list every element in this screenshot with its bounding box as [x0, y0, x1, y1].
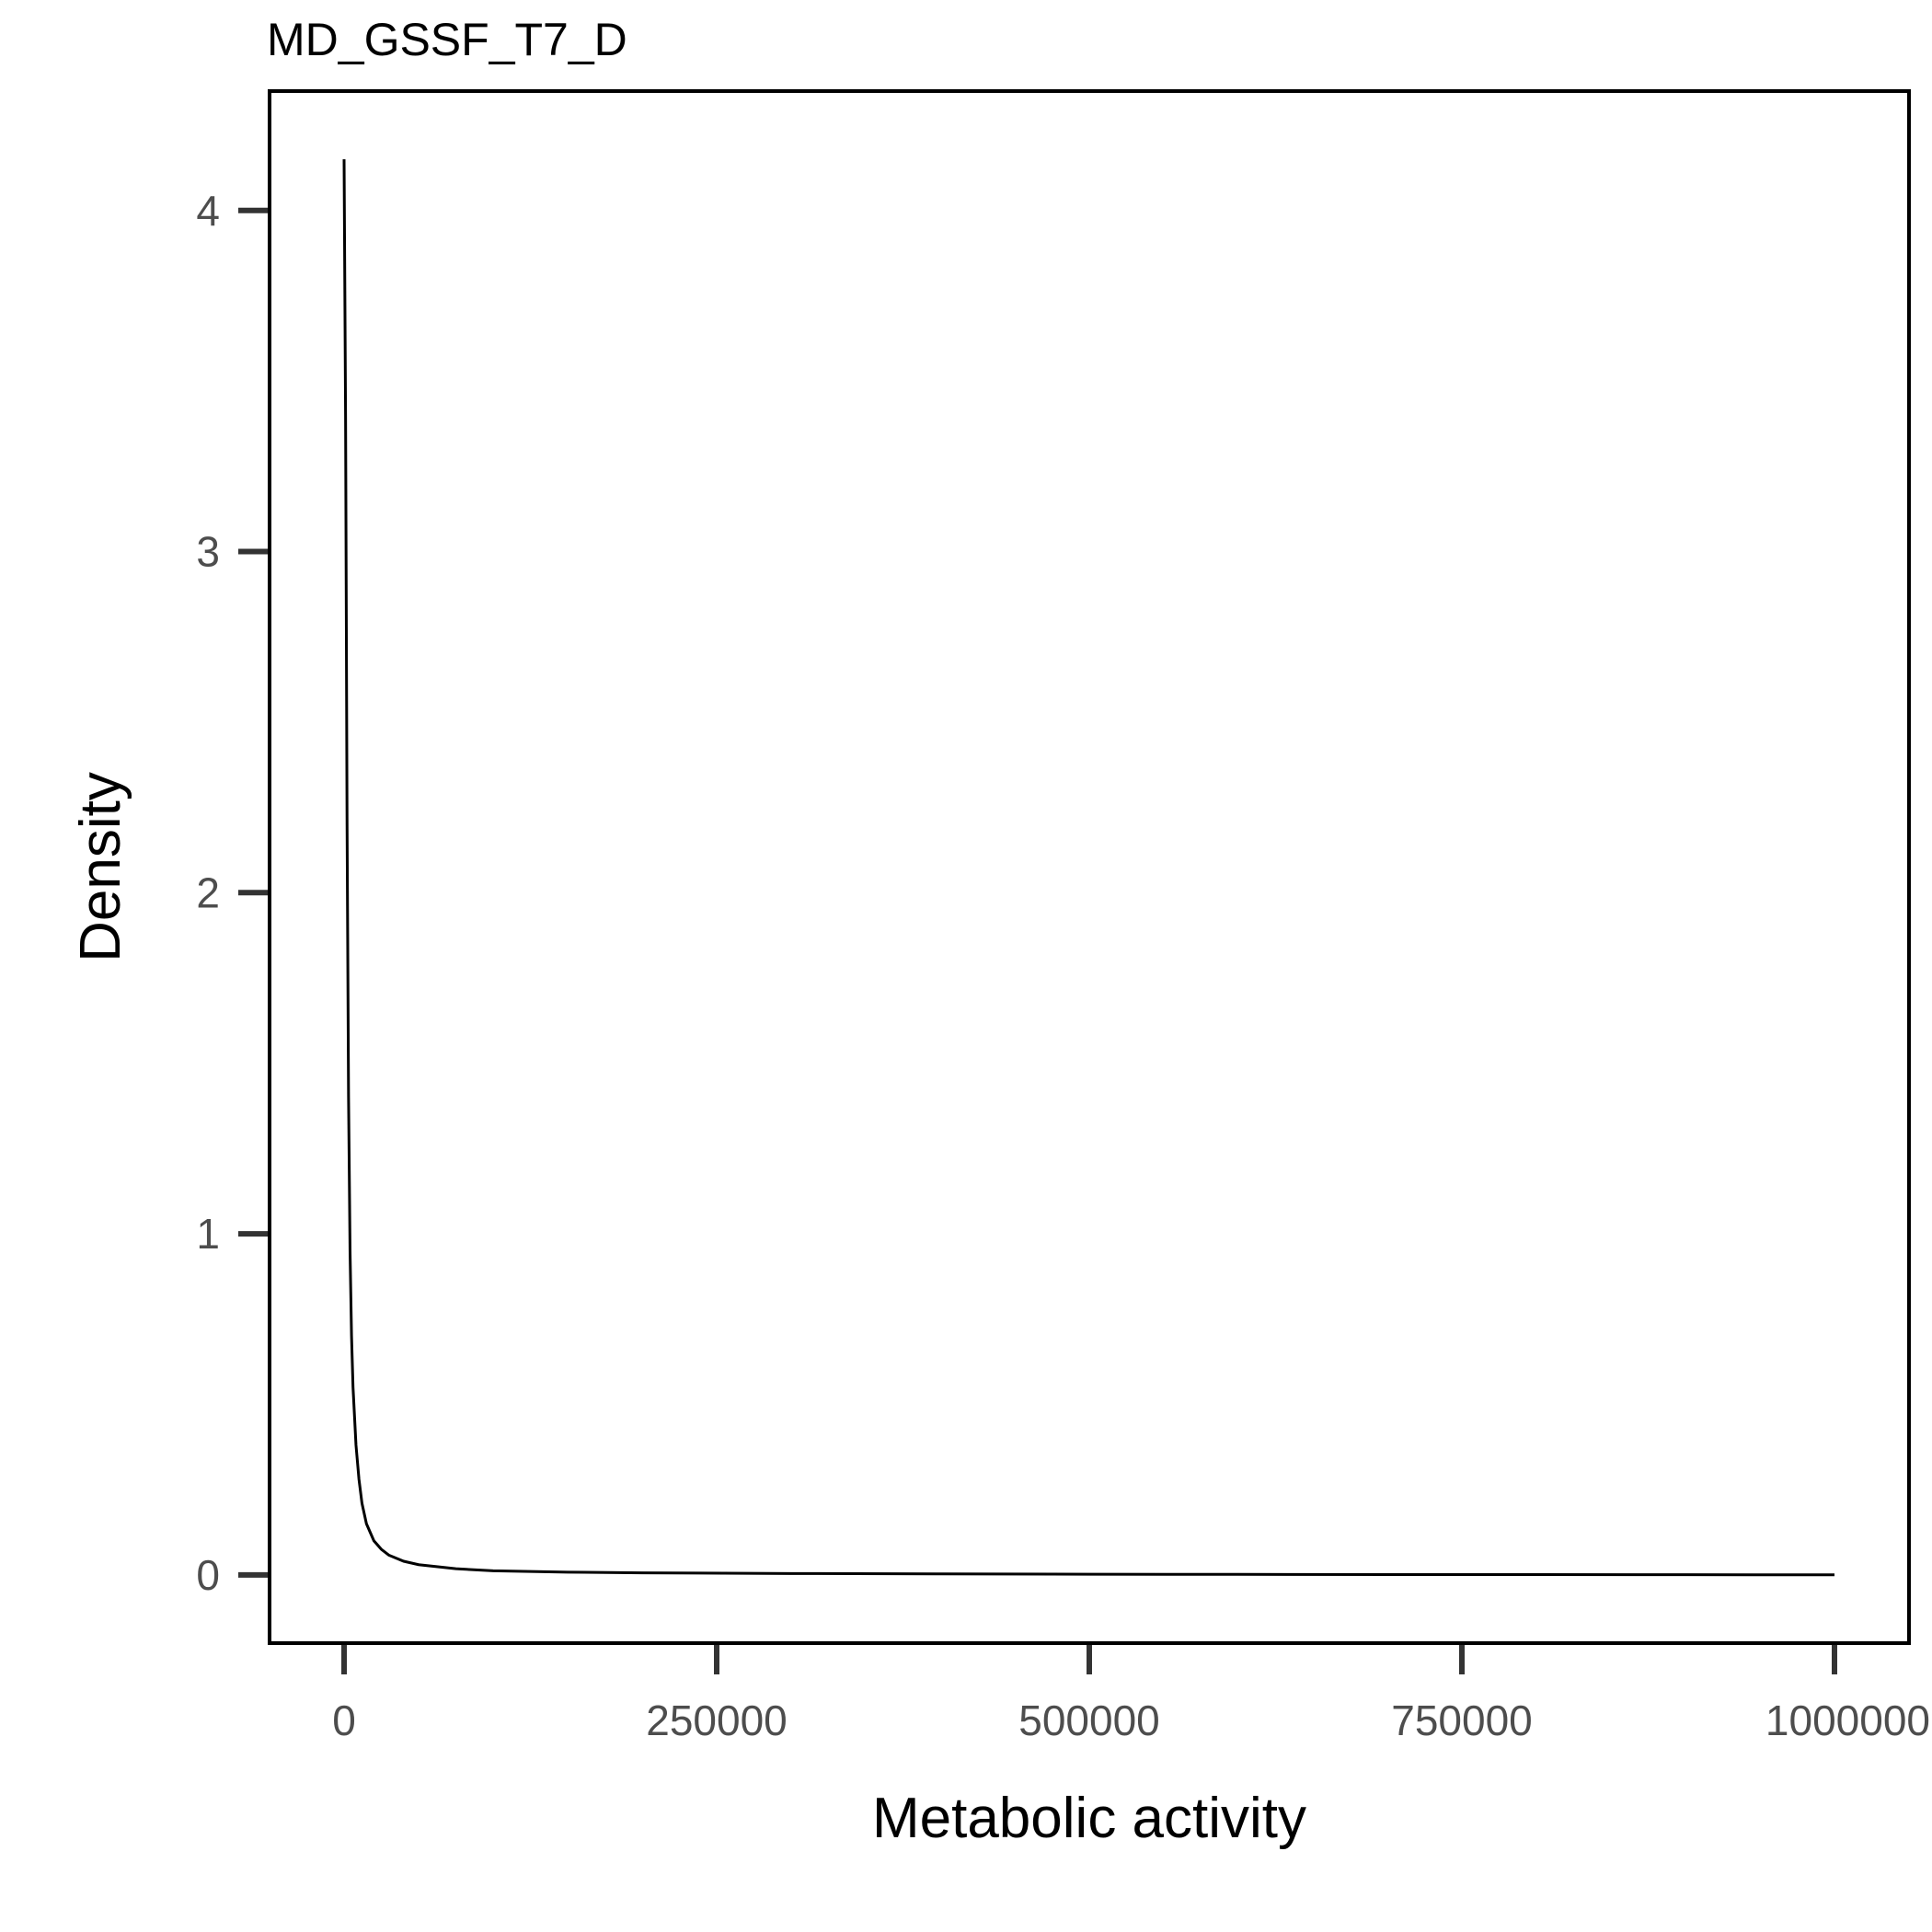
x-axis-title: Metabolic activity	[872, 1787, 1306, 1850]
x-tick-label: 1000000	[1765, 1696, 1930, 1744]
y-axis-ticks: 0 1 2 3 4	[196, 187, 270, 1599]
density-line	[342, 159, 1835, 1577]
y-tick-label: 1	[196, 1210, 220, 1258]
plot-panel-border	[268, 89, 1911, 1645]
x-tick-label: 0	[332, 1696, 356, 1744]
x-tick-label: 750000	[1391, 1696, 1533, 1744]
y-tick-label: 3	[196, 528, 220, 576]
y-tick-label: 2	[196, 868, 220, 916]
x-tick-label: 250000	[646, 1696, 788, 1744]
chart-title: MD_GSSF_T7_D	[267, 14, 627, 65]
y-tick-label: 0	[196, 1551, 220, 1599]
y-tick-label: 4	[196, 187, 220, 235]
x-axis-ticks: 0 250000 500000 750000 1000000	[332, 1643, 1930, 1744]
x-tick-label: 500000	[1018, 1696, 1160, 1744]
y-axis-title: Density	[69, 772, 132, 962]
